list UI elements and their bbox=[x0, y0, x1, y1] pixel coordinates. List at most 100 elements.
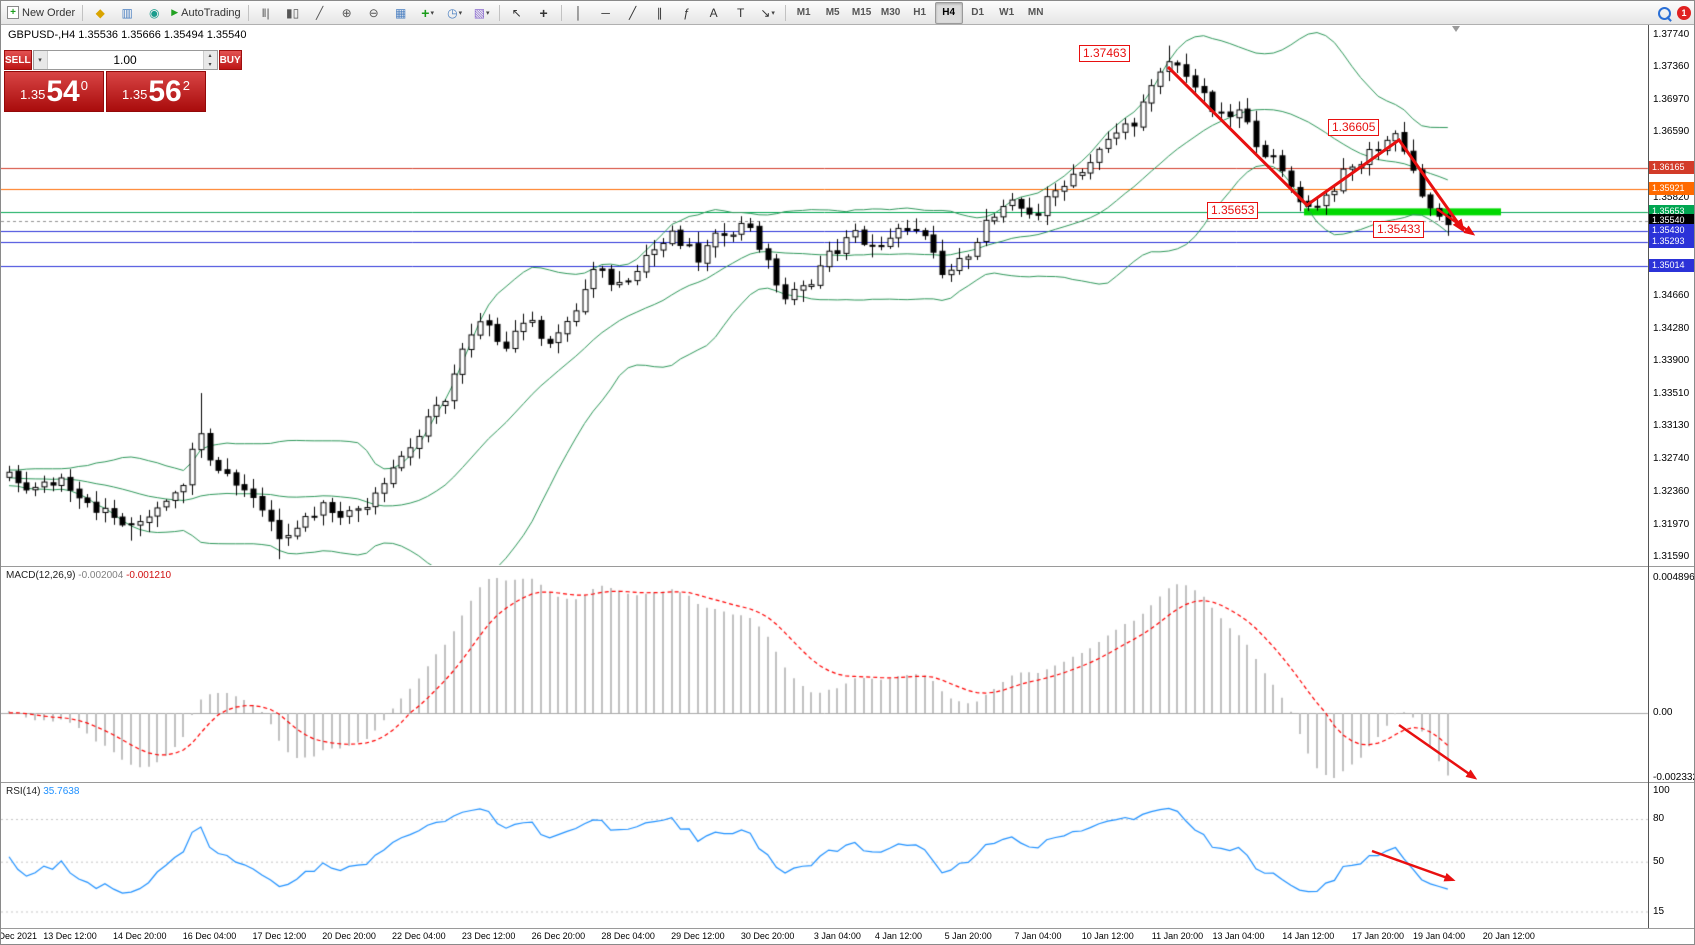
zoom-out-button[interactable]: ⊖ bbox=[361, 2, 387, 24]
channel-button[interactable]: ∥ bbox=[647, 2, 673, 24]
price-annotation[interactable]: 1.35653 bbox=[1207, 202, 1259, 219]
metaeditor-button[interactable]: ◆ bbox=[87, 2, 113, 24]
time-axis-label: 11 Jan 20:00 bbox=[1151, 931, 1204, 941]
price-axis-tick: 1.33130 bbox=[1653, 420, 1690, 432]
price-axis-border bbox=[1648, 25, 1649, 928]
indicators-icon: + bbox=[421, 4, 430, 21]
bar-chart-button[interactable]: ‖| bbox=[253, 2, 279, 24]
line-chart-button[interactable]: ╱ bbox=[307, 2, 333, 24]
price-axis-tick: 1.35820 bbox=[1653, 191, 1690, 203]
rsi-axis-tick: 15 bbox=[1653, 905, 1665, 917]
rsi-axis-tick: 100 bbox=[1653, 785, 1670, 796]
arrow-objects-icon: ↘ bbox=[760, 5, 771, 20]
indicators-button[interactable]: + ▾ bbox=[415, 2, 441, 24]
text-label-button[interactable]: T bbox=[728, 2, 754, 24]
price-annotation[interactable]: 1.36605 bbox=[1328, 119, 1380, 136]
price-axis-tick: 1.37740 bbox=[1653, 28, 1690, 40]
bid-price-prefix: 1.35 bbox=[20, 87, 46, 102]
price-annotation[interactable]: 1.37463 bbox=[1079, 45, 1131, 62]
macd-axis-tick: -0.002332 bbox=[1653, 772, 1695, 783]
timeframe-h4-button[interactable]: H4 bbox=[934, 1, 963, 24]
notification-badge[interactable]: 1 bbox=[1677, 6, 1691, 20]
price-level-label: 1.36165 bbox=[1649, 161, 1694, 175]
macd-rsi-separator[interactable] bbox=[1, 782, 1694, 783]
time-axis-label: 13 Jan 04:00 bbox=[1212, 931, 1265, 941]
timeframe-m15-button[interactable]: M15 bbox=[851, 7, 872, 18]
horizontal-line-button[interactable]: ─ bbox=[593, 2, 619, 24]
buy-button[interactable]: BUY bbox=[218, 50, 242, 70]
trendline-icon: ╱ bbox=[629, 5, 637, 20]
time-axis-separator bbox=[1, 928, 1694, 929]
timeframe-h1-button[interactable]: H1 bbox=[913, 7, 927, 18]
volume-control: ▾ ▴ ▾ bbox=[32, 50, 218, 70]
time-axis-label: 13 Dec 12:00 bbox=[43, 931, 97, 941]
price-axis-tick: 1.32360 bbox=[1653, 485, 1690, 497]
price-axis-tick: 1.36970 bbox=[1653, 93, 1690, 105]
volume-increase-button[interactable]: ▴ bbox=[203, 51, 217, 60]
toolbar: + New Order ◆ ▥ ◉ ▶ AutoTrading ‖| ▮▯ ╱ ⊕ ⊖ ▦ + ▾ ◷ ▾ ▧ ▾ ↖… bbox=[1, 1, 1694, 25]
main-macd-separator[interactable] bbox=[1, 566, 1694, 567]
text-label-icon: T bbox=[736, 5, 745, 20]
time-axis-label: 16 Dec 04:00 bbox=[182, 931, 237, 941]
volume-spinner: ▴ ▾ bbox=[202, 51, 217, 69]
dropdown-caret-icon: ▾ bbox=[486, 9, 490, 17]
chart-ohlc-title: GBPUSD-,H4 1.35536 1.35666 1.35494 1.355… bbox=[8, 29, 247, 41]
periods-button[interactable]: ◷ ▾ bbox=[442, 2, 468, 24]
autotrading-button[interactable]: ▶ AutoTrading bbox=[168, 2, 243, 24]
sell-button[interactable]: SELL bbox=[4, 50, 32, 70]
toolbar-separator bbox=[784, 4, 786, 21]
vertical-line-button[interactable]: │ bbox=[566, 2, 592, 24]
new-order-button[interactable]: + New Order bbox=[4, 2, 78, 24]
price-level-label: 1.35921 bbox=[1649, 182, 1694, 196]
horizontal-line-icon: ─ bbox=[601, 5, 610, 20]
time-axis-label: 5 Jan 20:00 bbox=[944, 931, 992, 941]
vertical-line-icon: │ bbox=[574, 5, 583, 20]
time-axis-label: Dec 2021 bbox=[0, 931, 37, 941]
crosshair-button[interactable]: + bbox=[531, 2, 557, 24]
toolbar-separator bbox=[498, 4, 500, 21]
timeframe-mn-button[interactable]: MN bbox=[1027, 7, 1044, 18]
timeframe-m5-button[interactable]: M5 bbox=[825, 7, 840, 18]
fibonacci-button[interactable]: ƒ bbox=[674, 2, 700, 24]
time-axis-label: 28 Dec 04:00 bbox=[601, 931, 655, 941]
line-chart-icon: ╱ bbox=[316, 5, 324, 20]
bid-price-big: 54 bbox=[46, 75, 80, 108]
macd-main-value: -0.002004 bbox=[78, 570, 124, 581]
trendline-button[interactable]: ╱ bbox=[620, 2, 646, 24]
market-watch-button[interactable]: ▥ bbox=[114, 2, 140, 24]
market-watch-icon: ▥ bbox=[121, 5, 133, 20]
timeframe-w1-button[interactable]: W1 bbox=[999, 7, 1015, 18]
volume-dropdown-button[interactable]: ▾ bbox=[33, 51, 48, 69]
macd-axis-tick: 0.004896 bbox=[1653, 572, 1695, 583]
zoom-in-button[interactable]: ⊕ bbox=[334, 2, 360, 24]
navigator-button[interactable]: ◉ bbox=[141, 2, 167, 24]
tile-windows-icon: ▦ bbox=[394, 5, 407, 20]
price-level-label: 1.35430 bbox=[1649, 223, 1694, 237]
tile-windows-button[interactable]: ▦ bbox=[388, 2, 414, 24]
volume-input[interactable] bbox=[47, 51, 203, 69]
time-axis-label: 30 Dec 20:00 bbox=[740, 931, 795, 941]
dropdown-caret-icon: ▾ bbox=[430, 9, 434, 17]
timeframe-m30-button[interactable]: M30 bbox=[880, 7, 901, 18]
buy-price-button[interactable]: 1.35 56 2 bbox=[106, 71, 206, 112]
timeframe-d1-button[interactable]: D1 bbox=[971, 7, 985, 18]
time-axis-label: 14 Jan 12:00 bbox=[1282, 931, 1335, 941]
volume-decrease-button[interactable]: ▾ bbox=[203, 60, 217, 69]
sell-price-button[interactable]: 1.35 54 0 bbox=[4, 71, 104, 112]
text-button[interactable]: A bbox=[701, 2, 727, 24]
rsi-axis-tick: 50 bbox=[1653, 856, 1665, 868]
zoom-out-icon: ⊖ bbox=[368, 5, 379, 20]
autotrading-play-icon: ▶ bbox=[171, 7, 179, 17]
autotrading-button-label: AutoTrading bbox=[181, 6, 241, 19]
cursor-button[interactable]: ↖ bbox=[504, 2, 530, 24]
new-order-button-label: New Order bbox=[22, 6, 76, 19]
timeframe-m1-button[interactable]: M1 bbox=[796, 7, 811, 18]
candlestick-chart-button[interactable]: ▮▯ bbox=[280, 2, 306, 24]
price-annotation[interactable]: 1.35433 bbox=[1373, 221, 1425, 238]
price-axis-tick: 1.31590 bbox=[1653, 551, 1690, 563]
arrows-button[interactable]: ↘ ▾ bbox=[755, 2, 781, 24]
price-axis-tick: 1.34660 bbox=[1653, 290, 1690, 302]
search-icon[interactable] bbox=[1658, 6, 1671, 20]
templates-button[interactable]: ▧ ▾ bbox=[469, 2, 495, 24]
